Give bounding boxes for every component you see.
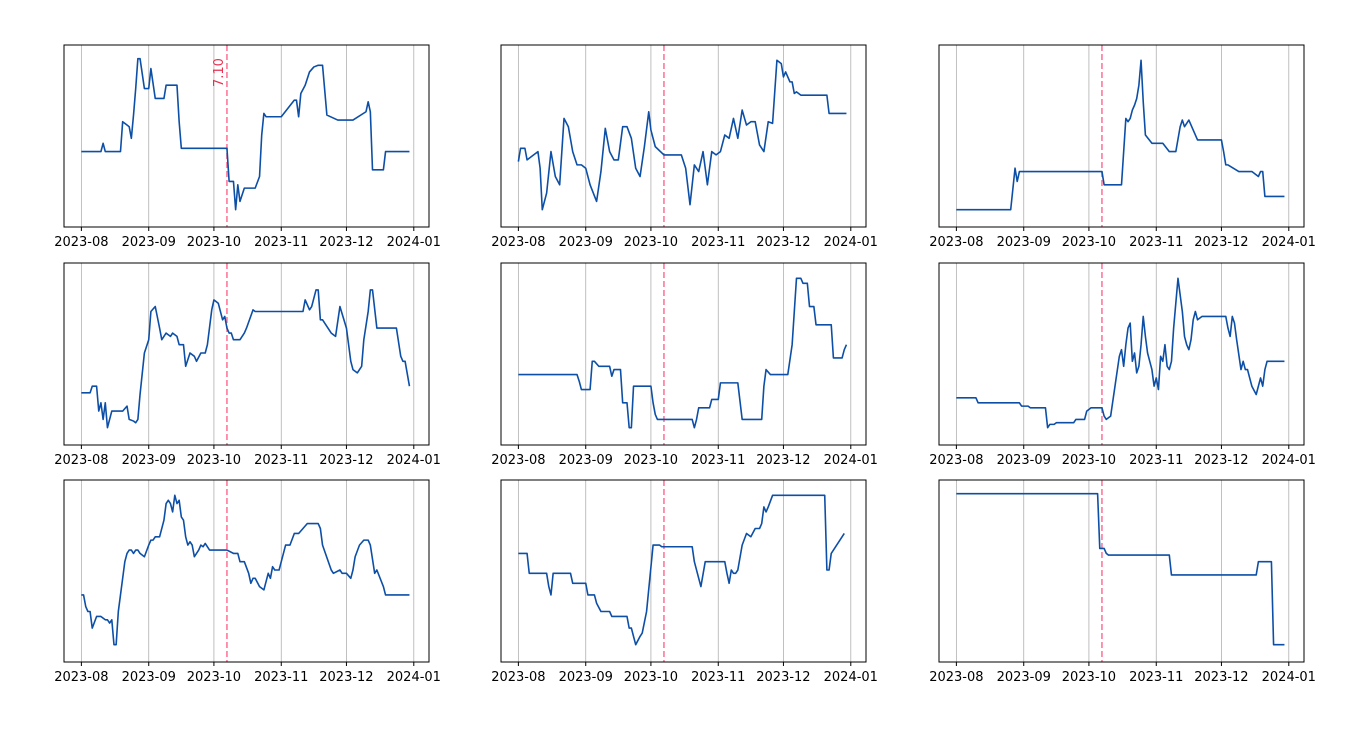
x-tick-label: 2023-08	[491, 235, 545, 250]
axes-frame	[500, 44, 867, 228]
subplot-3: 2023-08 2023-09 2023-10 2023-11 2023-12 2024-…	[929, 44, 1316, 250]
series-line	[956, 277, 1285, 429]
x-tick-label: 2024-01	[387, 670, 441, 685]
x-tick-label: 2023-11	[254, 453, 308, 468]
x-tick-label: 2023-10	[624, 453, 678, 468]
x-tick-label: 2023-09	[997, 670, 1051, 685]
axes-frame	[938, 262, 1305, 446]
axes-frame	[63, 262, 430, 446]
x-tick-label: 2023-12	[319, 235, 373, 250]
x-tick-label: 2023-10	[624, 235, 678, 250]
x-tick-label: 2024-01	[1262, 670, 1316, 685]
x-tick-label: 2024-01	[1262, 453, 1316, 468]
subplot-5: 2023-08 2023-09 2023-10 2023-11 2023-12 2024-…	[491, 262, 878, 468]
x-tick-label: 2023-11	[691, 235, 745, 250]
x-tick-label: 2024-01	[824, 453, 878, 468]
event-label: 7.10	[212, 58, 227, 87]
x-tick-label: 2024-01	[824, 670, 878, 685]
x-tick-label: 2023-09	[122, 453, 176, 468]
x-tick-label: 2023-10	[1062, 235, 1116, 250]
x-tick-label: 2023-08	[491, 453, 545, 468]
x-tick-label: 2024-01	[387, 235, 441, 250]
x-tick-label: 2023-10	[1062, 670, 1116, 685]
x-tick-label: 2023-10	[187, 453, 241, 468]
axes-frame	[500, 479, 867, 663]
subplot-9: 2023-08 2023-09 2023-10 2023-11 2023-12 2024-…	[929, 479, 1316, 685]
series-line	[956, 59, 1285, 211]
series-line	[517, 59, 847, 211]
x-tick-label: 2023-08	[54, 670, 108, 685]
x-tick-label: 2023-12	[756, 453, 810, 468]
subplot-1: 7.10 2023-08 2023-09 2023-10 2023-11 2023-12 2…	[54, 44, 441, 250]
axes-frame	[500, 262, 867, 446]
x-tick-label: 2023-11	[691, 453, 745, 468]
x-tick-label: 2023-10	[187, 670, 241, 685]
series-line	[81, 57, 410, 211]
x-tick-label: 2023-09	[559, 453, 613, 468]
axes-frame	[63, 44, 430, 228]
subplot-6: 2023-08 2023-09 2023-10 2023-11 2023-12 2024-…	[929, 262, 1316, 468]
series-line	[518, 494, 845, 646]
axes-frame	[938, 44, 1305, 228]
x-tick-label: 2023-11	[1129, 670, 1183, 685]
x-tick-label: 2024-01	[1262, 235, 1316, 250]
x-tick-label: 2024-01	[387, 453, 441, 468]
series-line	[518, 277, 848, 429]
x-tick-label: 2023-11	[1129, 235, 1183, 250]
subplot-8: 2023-08 2023-09 2023-10 2023-11 2023-12 2024-…	[491, 479, 878, 685]
x-tick-label: 2023-12	[1194, 453, 1248, 468]
x-tick-label: 2023-12	[756, 670, 810, 685]
x-tick-label: 2023-11	[254, 235, 308, 250]
x-tick-label: 2023-10	[624, 670, 678, 685]
x-tick-label: 2023-08	[54, 453, 108, 468]
x-tick-label: 2023-12	[319, 453, 373, 468]
x-tick-label: 2023-09	[559, 670, 613, 685]
x-tick-label: 2023-12	[319, 670, 373, 685]
x-tick-label: 2023-09	[559, 235, 613, 250]
x-tick-label: 2023-09	[122, 670, 176, 685]
x-tick-label: 2023-09	[122, 235, 176, 250]
x-tick-label: 2023-12	[1194, 670, 1248, 685]
x-tick-label: 2023-11	[254, 670, 308, 685]
x-tick-label: 2023-08	[54, 235, 108, 250]
x-tick-label: 2023-11	[1129, 453, 1183, 468]
x-tick-label: 2023-08	[929, 670, 983, 685]
x-tick-label: 2023-12	[756, 235, 810, 250]
x-tick-label: 2023-08	[929, 453, 983, 468]
x-tick-label: 2024-01	[824, 235, 878, 250]
series-line	[956, 492, 1285, 646]
axes-frame	[63, 479, 430, 663]
x-tick-label: 2023-09	[997, 235, 1051, 250]
x-tick-label: 2023-08	[491, 670, 545, 685]
x-tick-label: 2023-10	[187, 235, 241, 250]
x-tick-label: 2023-09	[997, 453, 1051, 468]
x-tick-label: 2023-12	[1194, 235, 1248, 250]
series-line	[81, 494, 410, 646]
subplot-2: 2023-08 2023-09 2023-10 2023-11 2023-12 2024-…	[491, 44, 878, 250]
x-tick-label: 2023-10	[1062, 453, 1116, 468]
subplot-7: 2023-08 2023-09 2023-10 2023-11 2023-12 2024-…	[54, 479, 441, 685]
x-tick-label: 2023-08	[929, 235, 983, 250]
x-tick-label: 2023-11	[691, 670, 745, 685]
series-line	[81, 289, 411, 429]
subplot-4: 2023-08 2023-09 2023-10 2023-11 2023-12 2024-…	[54, 262, 441, 468]
axes-frame	[938, 479, 1305, 663]
